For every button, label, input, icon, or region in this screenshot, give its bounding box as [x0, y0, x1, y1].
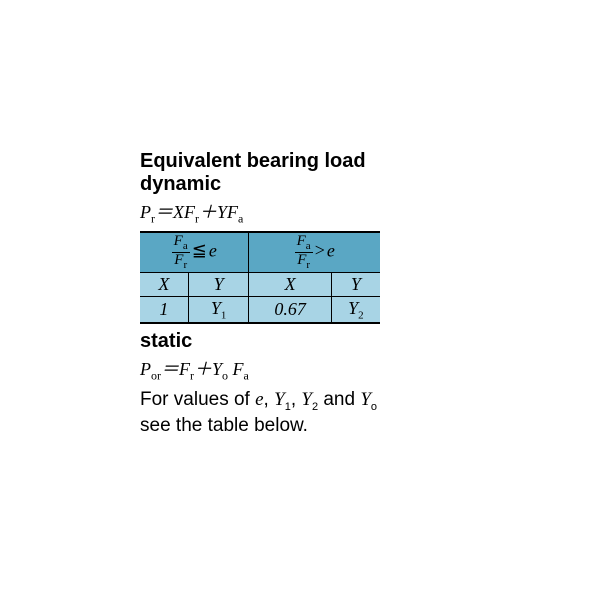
col-header-le: FaFr≦e: [140, 232, 249, 273]
subheader-x2: X: [249, 272, 331, 296]
subheader-x1: X: [140, 272, 188, 296]
bearing-table: FaFr≦e FaFr>e X Y X Y 1 Y1 0.67 Y2: [140, 231, 380, 325]
static-formula: Por＝Fr＋Yo Fa: [140, 355, 480, 384]
static-label: static: [140, 330, 480, 353]
dynamic-label: dynamic: [140, 173, 480, 196]
subheader-y1: Y: [188, 272, 249, 296]
val-x-gt: 0.67: [249, 296, 331, 323]
val-y-le: Y1: [188, 296, 249, 323]
val-x-le: 1: [140, 296, 188, 323]
col-header-gt: FaFr>e: [249, 232, 380, 273]
dynamic-formula: Pr＝XFr＋YFa: [140, 198, 480, 227]
section-title: Equivalent bearing load: [140, 150, 480, 173]
footnote: For values of e, Y1, Y2 and Yo see the t…: [140, 388, 480, 438]
val-y-gt: Y2: [331, 296, 380, 323]
subheader-y2: Y: [331, 272, 380, 296]
